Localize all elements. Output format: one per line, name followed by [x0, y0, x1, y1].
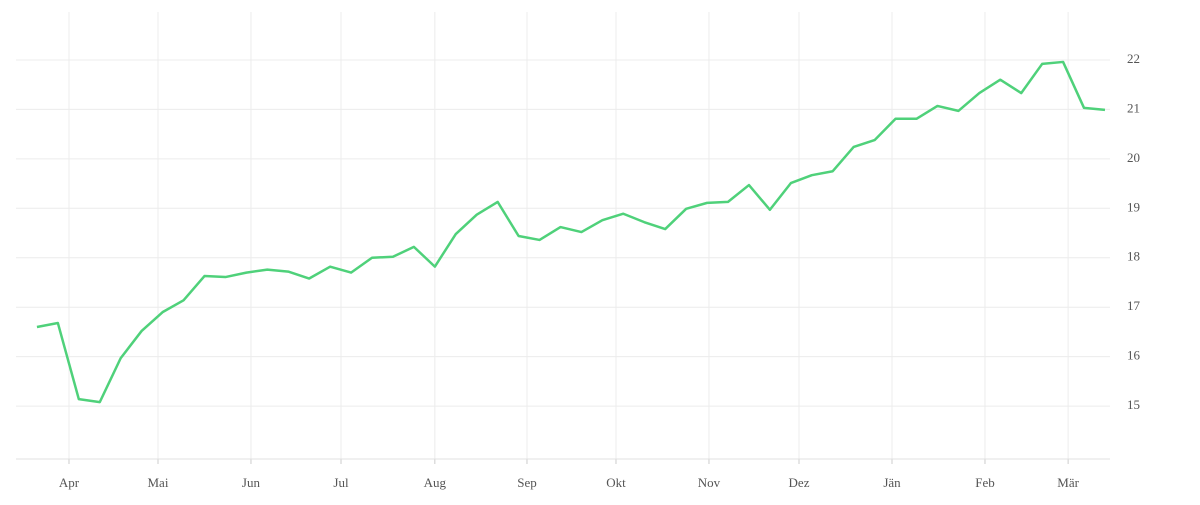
- x-tick-label: Sep: [517, 475, 537, 490]
- x-tick-label: Nov: [698, 475, 721, 490]
- y-tick-label: 18: [1127, 249, 1140, 264]
- x-tick-label: Jun: [242, 475, 261, 490]
- y-tick-label: 20: [1127, 150, 1140, 165]
- x-tick-label: Feb: [975, 475, 995, 490]
- x-tick-label: Apr: [59, 475, 80, 490]
- x-tick-label: Aug: [424, 475, 447, 490]
- x-tick-label: Dez: [789, 475, 810, 490]
- y-tick-label: 21: [1127, 100, 1140, 115]
- x-tick-label: Jul: [333, 475, 349, 490]
- x-tick-label: Jän: [883, 475, 901, 490]
- y-tick-label: 17: [1127, 298, 1141, 313]
- y-tick-label: 22: [1127, 51, 1140, 66]
- data-line: [36, 60, 1106, 404]
- y-tick-label: 16: [1127, 348, 1141, 363]
- y-tick-label: 19: [1127, 199, 1140, 214]
- y-tick-label: 15: [1127, 397, 1140, 412]
- x-tick-label: Okt: [606, 475, 626, 490]
- x-tick-label: Mär: [1057, 475, 1079, 490]
- x-tick-label: Mai: [148, 475, 169, 490]
